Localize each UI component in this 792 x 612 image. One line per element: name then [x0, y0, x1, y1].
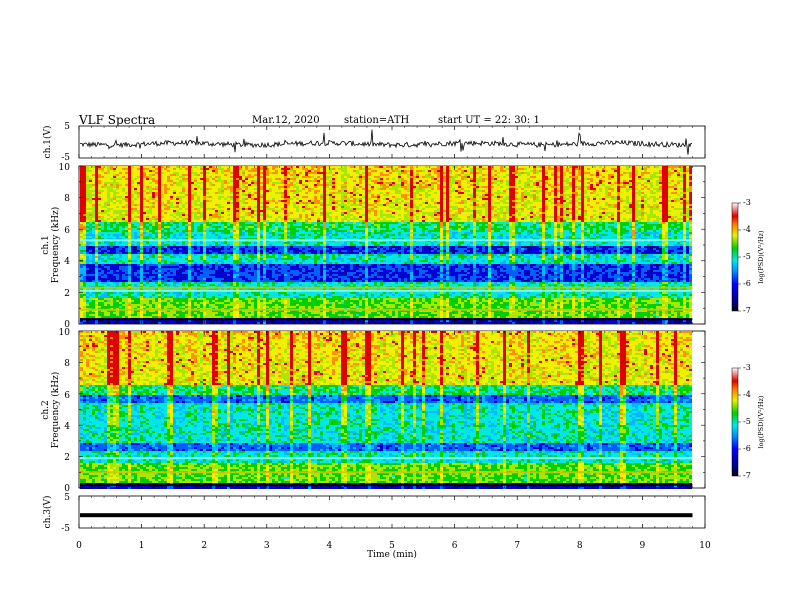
- ch2-ytick-2: 2: [64, 453, 70, 463]
- ch2-colorbar: -3 -4 -5 -6 -7 log(PSD)(V²/Hz): [731, 363, 765, 480]
- ch2-ytick-8: 8: [64, 359, 70, 369]
- x-tick-label: 2: [201, 541, 207, 551]
- axis-ticks: [78, 126, 706, 528]
- x-tick-label: 10: [699, 541, 711, 551]
- ch2-cb-tick-neg7: -7: [743, 471, 751, 480]
- ch2-ytick-10: 10: [59, 328, 71, 338]
- ch3-waveform-ylabel: ch.3(V): [42, 496, 53, 529]
- ch1-cb-tick-neg5: -5: [743, 252, 751, 261]
- ch1-ytick-8: 8: [64, 194, 70, 204]
- ch2-cb-tick-neg3: -3: [743, 363, 751, 372]
- ch3-waveform-panel: [78, 495, 706, 529]
- x-tick-labels: 0 1 2 3 4 5 6 7 8 9 10: [76, 541, 711, 551]
- ch2-colorbar-label: log(PSD)(V²/Hz): [757, 395, 765, 448]
- ch1-colorbar-bar: [731, 202, 739, 312]
- ch2-spectrogram-image: [80, 331, 705, 489]
- ch1-cb-tick-neg4: -4: [743, 225, 751, 234]
- ch1-ytick-0: 0: [64, 320, 70, 330]
- ch3-ytick-neg5: -5: [61, 524, 70, 534]
- ch1-spectrogram-image: [80, 166, 705, 324]
- figure-title: VLF Spectra: [79, 113, 155, 127]
- ch2-cb-tick-neg4: -4: [743, 390, 751, 399]
- ch2-cb-tick-neg5: -5: [743, 417, 751, 426]
- ch1-cb-tick-neg3: -3: [743, 198, 751, 207]
- ch1-waveform-trace: [79, 129, 692, 155]
- ch1-waveform-panel: [78, 125, 706, 159]
- ch1-colorbar-label: log(PSD)(V²/Hz): [757, 230, 765, 283]
- date-label: Mar.12, 2020: [252, 115, 320, 126]
- ch1-ytick-5: 5: [64, 122, 70, 132]
- ch1-waveform-ylabel: ch.1(V): [42, 126, 53, 159]
- x-axis-label: Time (min): [367, 549, 417, 560]
- ch1-ytick-4: 4: [64, 257, 70, 267]
- ch2-colorbar-bar: [731, 367, 739, 477]
- ch1-ytick-neg5: -5: [61, 153, 70, 163]
- ch1-cb-tick-neg6: -6: [743, 279, 751, 288]
- x-tick-label: 9: [640, 541, 646, 551]
- x-tick-label: 4: [327, 541, 333, 551]
- x-tick-label: 1: [139, 541, 145, 551]
- x-tick-label: 6: [452, 541, 458, 551]
- ch3-waveform-trace: [80, 513, 693, 518]
- ch1-colorbar: -3 -4 -5 -6 -7 log(PSD)(V²/Hz): [731, 198, 765, 315]
- ch2-cb-tick-neg6: -6: [743, 444, 751, 453]
- ch2-spectrogram-ylabel: ch.2Frequency (kHz): [41, 372, 61, 449]
- x-tick-label: 0: [76, 541, 82, 551]
- x-tick-label: 8: [577, 541, 583, 551]
- ch1-ytick-10: 10: [59, 163, 71, 173]
- start-ut-label: start UT = 22: 30: 1: [438, 115, 540, 126]
- ch1-ytick-6: 6: [64, 226, 70, 236]
- ch1-cb-tick-neg7: -7: [743, 306, 751, 315]
- station-label: station=ATH: [344, 115, 409, 126]
- ch3-ytick-5: 5: [64, 493, 70, 503]
- ch2-ytick-4: 4: [64, 422, 70, 432]
- ch1-ytick-2: 2: [64, 289, 70, 299]
- x-tick-label: 3: [264, 541, 270, 551]
- ch1-spectrogram-ylabel: ch.1Frequency (kHz): [41, 207, 61, 284]
- ch2-ytick-0: 0: [64, 484, 70, 494]
- x-tick-label: 5: [389, 541, 395, 551]
- ch2-ytick-6: 6: [64, 391, 70, 401]
- x-tick-label: 7: [514, 541, 520, 551]
